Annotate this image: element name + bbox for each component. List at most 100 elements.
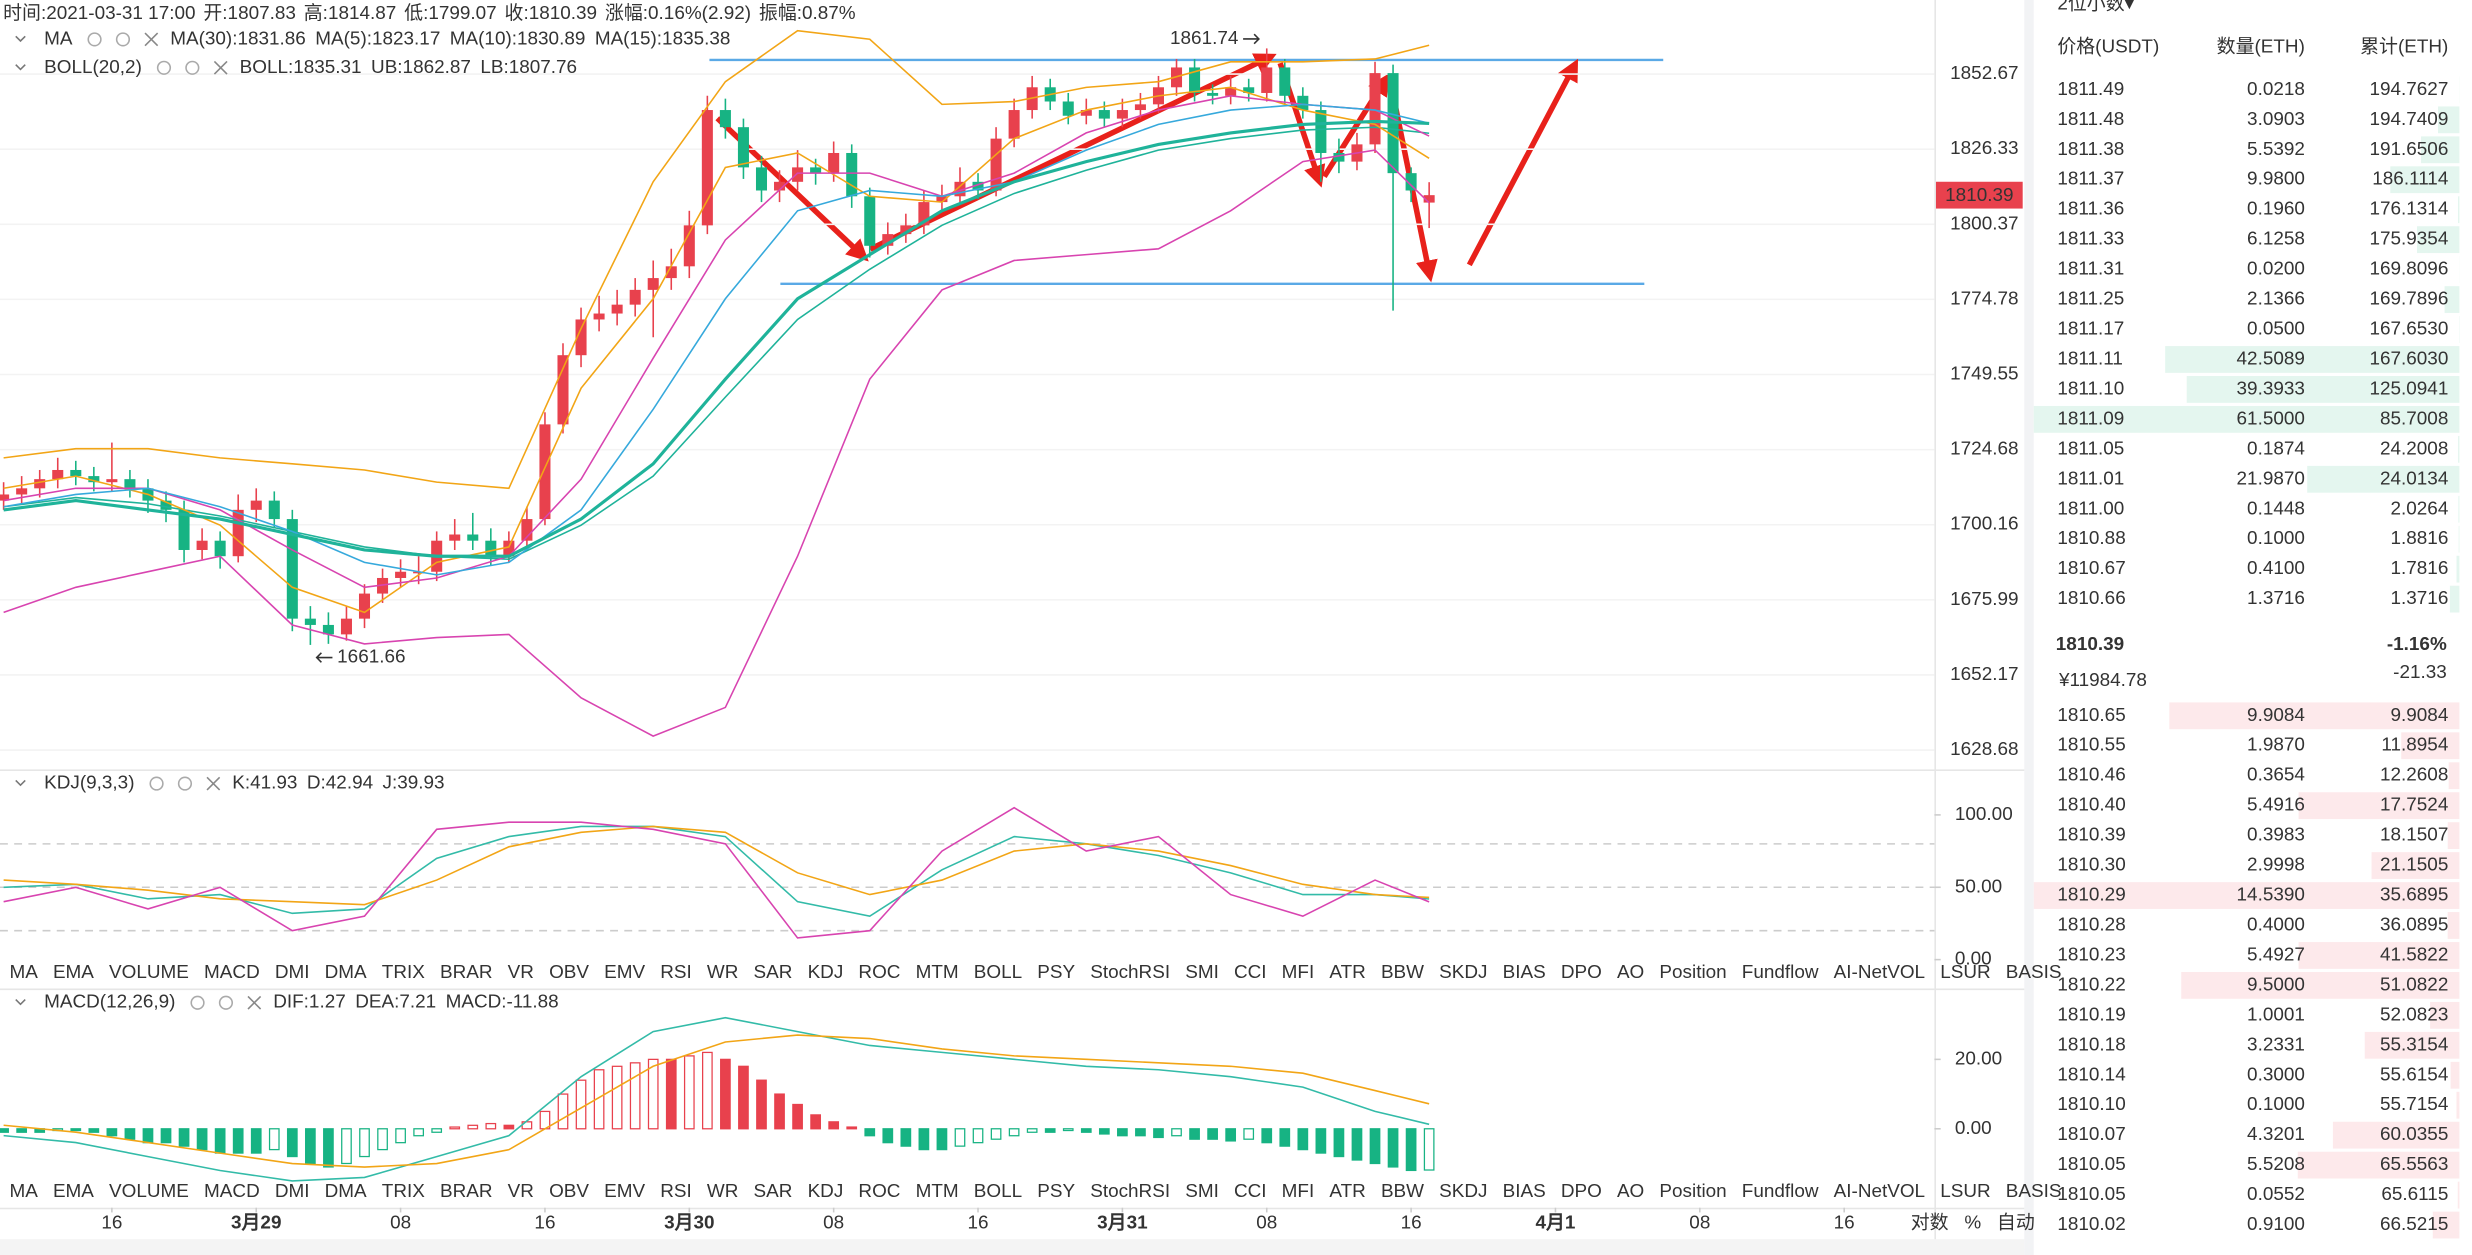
order-price[interactable]: 1811.11 (2057, 348, 2123, 369)
indicator-tab[interactable]: MACD (204, 962, 260, 983)
indicator-tab[interactable]: OBV (549, 962, 589, 983)
indicator-tab[interactable]: VR (508, 962, 534, 983)
indicator-tab[interactable]: BBW (1381, 962, 1424, 983)
order-price[interactable]: 1810.28 (2057, 914, 2125, 935)
order-price[interactable]: 1810.07 (2057, 1124, 2125, 1145)
indicator-tab[interactable]: AO (1617, 962, 1644, 983)
indicator-tab[interactable]: KDJ (808, 962, 844, 983)
indicator-tab[interactable]: BIAS (1503, 962, 1546, 983)
indicator-tab[interactable]: PSY (1037, 962, 1075, 983)
indicator-tab[interactable]: SMI (1185, 1181, 1219, 1202)
order-price[interactable]: 1811.05 (2057, 438, 2124, 459)
order-price[interactable]: 1811.09 (2057, 408, 2124, 429)
indicator-tab[interactable]: SAR (754, 962, 793, 983)
order-price[interactable]: 1811.01 (2057, 468, 2124, 489)
order-price[interactable]: 1810.39 (2057, 825, 2125, 846)
order-price[interactable]: 1810.05 (2057, 1184, 2125, 1205)
order-price[interactable]: 1810.40 (2057, 795, 2125, 816)
indicator-tab[interactable]: VOLUME (109, 1181, 189, 1202)
order-price[interactable]: 1810.23 (2057, 944, 2125, 965)
indicator-tab[interactable]: MACD (204, 1181, 260, 1202)
indicator-tab[interactable]: TRIX (382, 962, 425, 983)
settings-icon[interactable] (115, 32, 131, 47)
close-icon[interactable] (247, 995, 262, 1010)
indicator-tab[interactable]: CCI (1234, 1181, 1267, 1202)
visibility-icon[interactable] (87, 32, 102, 47)
indicator-tab[interactable]: EMV (604, 962, 645, 983)
indicator-tab[interactable]: BIAS (1503, 1181, 1546, 1202)
order-price[interactable]: 1811.10 (2057, 378, 2124, 399)
order-price[interactable]: 1810.02 (2057, 1214, 2125, 1235)
visibility-icon[interactable] (156, 60, 172, 75)
order-price[interactable]: 1811.49 (2057, 79, 2124, 100)
indicator-tab[interactable]: RSI (660, 1181, 692, 1202)
indicator-tab[interactable]: BOLL (974, 962, 1022, 983)
indicator-tab[interactable]: Fundflow (1742, 962, 1819, 983)
order-price[interactable]: 1810.66 (2057, 588, 2125, 609)
indicator-tab[interactable]: DMA (325, 962, 367, 983)
indicator-tab[interactable]: TRIX (382, 1181, 425, 1202)
indicator-tab[interactable]: OBV (549, 1181, 589, 1202)
order-price[interactable]: 1811.00 (2057, 498, 2124, 519)
indicator-tab[interactable]: AI-NetVOL (1834, 962, 1925, 983)
indicator-tab[interactable]: SMI (1185, 962, 1219, 983)
indicator-tab[interactable]: DPO (1561, 1181, 1602, 1202)
precision-select[interactable]: 2位小数▾ (2057, 0, 2134, 15)
indicator-tab[interactable]: DMI (275, 962, 310, 983)
order-price[interactable]: 1810.22 (2057, 974, 2125, 995)
indicator-tab[interactable]: PSY (1037, 1181, 1075, 1202)
order-price[interactable]: 1810.30 (2057, 855, 2125, 876)
settings-icon[interactable] (218, 995, 234, 1010)
indicator-tab[interactable]: SKDJ (1439, 962, 1487, 983)
order-price[interactable]: 1810.88 (2057, 528, 2125, 549)
indicator-tab[interactable]: SAR (754, 1181, 793, 1202)
order-price[interactable]: 1810.55 (2057, 735, 2125, 756)
indicator-tab[interactable]: StochRSI (1090, 962, 1170, 983)
order-price[interactable]: 1810.05 (2057, 1154, 2125, 1175)
indicator-tab[interactable]: BRAR (440, 1181, 493, 1202)
indicator-tab[interactable]: LSUR (1940, 962, 1990, 983)
indicator-tab[interactable]: Fundflow (1742, 1181, 1819, 1202)
indicator-tab[interactable]: LSUR (1940, 1181, 1990, 1202)
order-price[interactable]: 1810.14 (2057, 1064, 2125, 1085)
indicator-tab[interactable]: BRAR (440, 962, 493, 983)
order-price[interactable]: 1810.10 (2057, 1094, 2125, 1115)
order-price[interactable]: 1811.31 (2057, 259, 2124, 280)
scale-option[interactable]: % (1964, 1212, 1981, 1233)
indicator-tab[interactable]: ATR (1329, 962, 1365, 983)
indicator-tab[interactable]: AO (1617, 1181, 1644, 1202)
indicator-tab[interactable]: VR (508, 1181, 534, 1202)
indicator-tab[interactable]: RSI (660, 962, 692, 983)
indicator-tab[interactable]: CCI (1234, 962, 1267, 983)
indicator-tab[interactable]: MFI (1282, 1181, 1315, 1202)
close-icon[interactable] (213, 60, 228, 75)
indicator-tab[interactable]: BOLL (974, 1181, 1022, 1202)
indicator-tab[interactable]: EMA (53, 962, 94, 983)
indicator-tab[interactable]: MA (9, 962, 38, 983)
close-icon[interactable] (206, 776, 221, 791)
order-price[interactable]: 1810.46 (2057, 765, 2125, 786)
settings-icon[interactable] (185, 60, 200, 75)
settings-icon[interactable] (177, 776, 193, 791)
indicator-tab[interactable]: StochRSI (1090, 1181, 1170, 1202)
order-price[interactable]: 1810.29 (2057, 885, 2125, 906)
order-price[interactable]: 1810.65 (2057, 705, 2125, 726)
indicator-tab[interactable]: MTM (916, 962, 959, 983)
indicator-tab[interactable]: BASIS (2006, 1181, 2062, 1202)
order-price[interactable]: 1811.17 (2057, 319, 2124, 340)
order-price[interactable]: 1811.37 (2057, 169, 2124, 190)
order-price[interactable]: 1810.67 (2057, 558, 2125, 579)
indicator-tab[interactable]: VOLUME (109, 962, 189, 983)
indicator-tab[interactable]: WR (707, 962, 738, 983)
indicator-tab[interactable]: ROC (858, 1181, 900, 1202)
indicator-tab[interactable]: MTM (916, 1181, 959, 1202)
visibility-icon[interactable] (149, 776, 164, 791)
order-price[interactable]: 1811.33 (2057, 229, 2124, 250)
visibility-icon[interactable] (190, 995, 205, 1010)
order-price[interactable]: 1810.18 (2057, 1034, 2125, 1055)
indicator-tab[interactable]: EMA (53, 1181, 94, 1202)
indicator-tab[interactable]: MA (9, 1181, 38, 1202)
order-price[interactable]: 1810.19 (2057, 1004, 2125, 1025)
indicator-tab[interactable]: AI-NetVOL (1834, 1181, 1925, 1202)
scale-option[interactable]: 自动 (1997, 1211, 2035, 1233)
